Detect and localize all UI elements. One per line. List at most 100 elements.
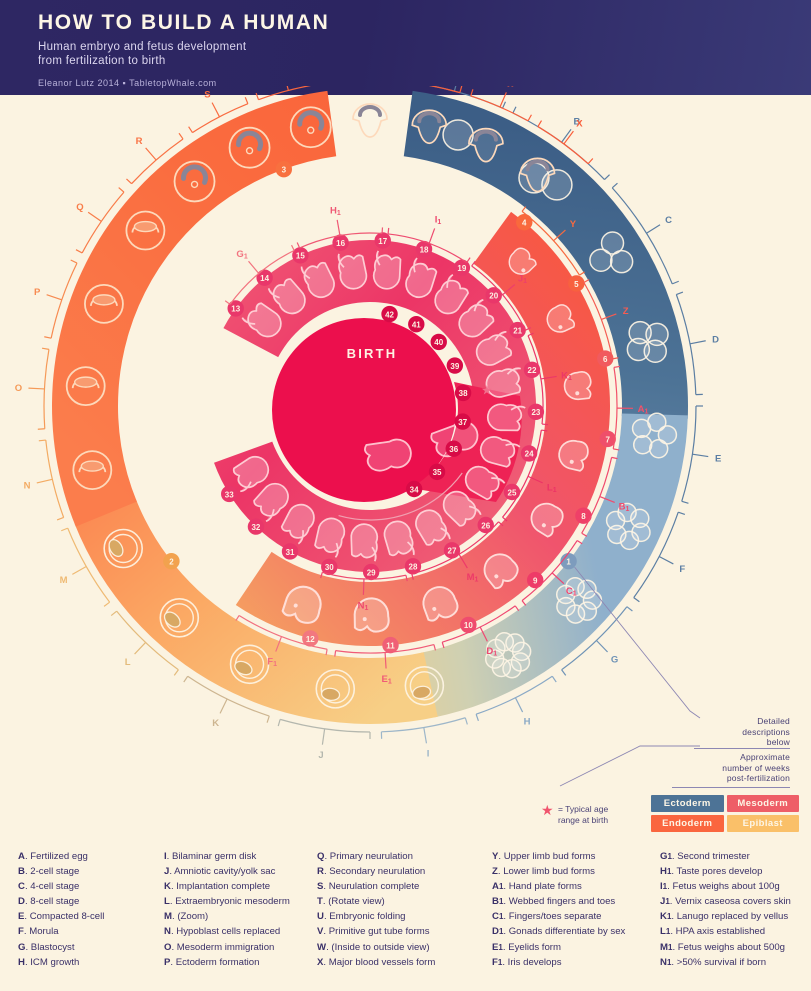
legend-item-subscript: 1 bbox=[666, 867, 672, 877]
outer-stage-figure-23 bbox=[468, 127, 504, 163]
legend-item-text: . Neurulation complete bbox=[323, 881, 420, 893]
svg-text:9: 9 bbox=[533, 576, 538, 585]
inner-fetus-figure-15 bbox=[415, 509, 451, 546]
legend-item-subscript: 1 bbox=[498, 942, 503, 952]
middle-bracket-Z: Z bbox=[583, 278, 629, 360]
svg-text:L: L bbox=[125, 657, 131, 668]
svg-text:31: 31 bbox=[286, 548, 295, 557]
svg-text:F1: F1 bbox=[267, 656, 277, 668]
legend-column-3: Q. Primary neurulation R. Secondary neuru… bbox=[317, 843, 492, 991]
legend-item-text: . 8-cell stage bbox=[24, 896, 80, 908]
outer-ring-segment-3 bbox=[74, 499, 438, 724]
legend-item: B. 2-cell stage bbox=[18, 864, 164, 879]
svg-text:7: 7 bbox=[605, 435, 610, 444]
outer-stage-figure-9 bbox=[404, 665, 445, 706]
middle-embryo-figure-9 bbox=[281, 585, 322, 624]
week-marker-16: 16 bbox=[332, 234, 349, 251]
week-marker-37: 37 bbox=[454, 413, 471, 430]
week-marker-22: 22 bbox=[523, 361, 541, 378]
legend-item-text: . >50% survival if born bbox=[671, 956, 767, 968]
week-marker-4: 4 bbox=[516, 213, 533, 231]
week-marker-25: 25 bbox=[503, 483, 521, 501]
inner-bracket-K1: K1 bbox=[527, 332, 572, 426]
week-marker-19: 19 bbox=[453, 259, 471, 276]
week-marker-15: 15 bbox=[292, 247, 309, 264]
legend-item-text: . (Inside to outside view) bbox=[326, 941, 430, 953]
outer-stage-figure-16 bbox=[84, 283, 124, 324]
author-credit: Eleanor Lutz 2014 ▪ TabletopWhale.com bbox=[38, 78, 217, 88]
legend-item: B1. Webbed fingers and toes bbox=[492, 894, 660, 909]
legend-item-text: . Fertilized egg bbox=[24, 851, 88, 862]
legend-item: L. Extraembryonic mesoderm bbox=[164, 894, 317, 909]
germ-chip-mesoderm: Mesoderm bbox=[726, 795, 799, 812]
week-marker-8: 8 bbox=[575, 507, 592, 524]
inner-fetus-figure-16 bbox=[383, 520, 415, 557]
callout-week-numbers: Approximate number of weeks post-fertili… bbox=[668, 752, 790, 784]
legend-item-key: Q bbox=[317, 851, 325, 862]
middle-embryo-figure-1 bbox=[508, 247, 537, 275]
svg-text:12: 12 bbox=[306, 635, 315, 644]
svg-text:P: P bbox=[34, 287, 41, 298]
inner-fetus-figure-9 bbox=[475, 331, 513, 366]
germ-chip-epiblast: Epiblast bbox=[726, 815, 799, 832]
outer-stage-figure-18 bbox=[173, 160, 216, 203]
svg-text:J: J bbox=[318, 750, 323, 761]
inner-bracket-H1: H1 bbox=[296, 206, 384, 249]
outer-stage-figure-12 bbox=[159, 597, 200, 638]
legend-column-2: I. Bilaminar germ disk J. Amniotic cavity… bbox=[164, 843, 317, 991]
week-marker-11: 11 bbox=[382, 636, 399, 654]
inner-fetus-figure-8 bbox=[458, 299, 495, 338]
svg-text:34: 34 bbox=[410, 485, 419, 494]
legend-item-key: L bbox=[164, 896, 170, 908]
birth-range-bracket bbox=[338, 472, 463, 521]
legend-item-key: H bbox=[18, 956, 25, 968]
outer-stage-figure-10 bbox=[315, 669, 356, 709]
outer-stage-figure-24 bbox=[519, 157, 556, 193]
outer-stage-figure-15 bbox=[65, 366, 106, 407]
inner-fetus-figure-17 bbox=[350, 523, 379, 562]
legend-item-key: I bbox=[660, 881, 663, 893]
legend-item-key: F bbox=[18, 926, 24, 938]
svg-text:18: 18 bbox=[420, 245, 429, 254]
legend-item-text: . Extraembryonic mesoderm bbox=[169, 896, 290, 908]
legend-item: I. Bilaminar germ disk bbox=[164, 849, 317, 864]
week-marker-28: 28 bbox=[404, 558, 422, 575]
legend-item: F1. Iris develops bbox=[492, 955, 660, 970]
legend-item-key: O bbox=[164, 941, 172, 953]
svg-text:10: 10 bbox=[464, 621, 473, 630]
legend-item-text: . Lower limb bud forms bbox=[497, 866, 595, 878]
week-marker-6: 6 bbox=[597, 350, 614, 367]
legend-item-text: . Secondary neurulation bbox=[323, 866, 426, 878]
legend-item-key: E bbox=[18, 911, 25, 923]
inner-fetus-figure-18 bbox=[314, 517, 346, 558]
legend-item-key: N bbox=[164, 926, 171, 938]
outer-stage-figure-19 bbox=[228, 126, 271, 169]
outer-bracket-F: F bbox=[633, 511, 685, 603]
svg-text:G: G bbox=[611, 655, 618, 666]
svg-text:37: 37 bbox=[458, 418, 467, 427]
outer-bracket-K: K bbox=[183, 675, 270, 729]
callout-detailed-descriptions: Detailed descriptions below bbox=[690, 716, 790, 748]
week-marker-29: 29 bbox=[362, 563, 380, 581]
middle-bracket-D1: D1 bbox=[441, 605, 520, 657]
legend-item-text: . Blastocyst bbox=[25, 941, 75, 953]
callout-weeks-line3: post-fertilization bbox=[726, 773, 790, 783]
week-marker-30: 30 bbox=[321, 558, 338, 576]
callout-divider-2 bbox=[672, 787, 790, 788]
week-marker-39: 39 bbox=[446, 357, 464, 374]
header-banner: HOW TO BUILD A HUMAN Human embryo and fe… bbox=[0, 0, 811, 95]
svg-text:16: 16 bbox=[336, 239, 345, 248]
svg-text:N: N bbox=[24, 481, 31, 492]
legend-item-key: J bbox=[164, 866, 170, 878]
svg-text:6: 6 bbox=[603, 355, 608, 364]
legend-item-subscript: 1 bbox=[498, 912, 504, 922]
legend-item-subscript: 1 bbox=[667, 852, 672, 861]
inner-fetus-figure-5 bbox=[372, 250, 402, 290]
legend-item-key: M bbox=[660, 941, 668, 953]
week-marker-12: 12 bbox=[302, 630, 319, 647]
legend-item: M1. Fetus weighs about 500g bbox=[660, 940, 811, 955]
svg-text:35: 35 bbox=[433, 468, 442, 477]
legend-item-text: . Morula bbox=[23, 926, 59, 938]
svg-text:I1: I1 bbox=[435, 215, 442, 227]
legend-item-subscript: 1 bbox=[666, 957, 672, 967]
